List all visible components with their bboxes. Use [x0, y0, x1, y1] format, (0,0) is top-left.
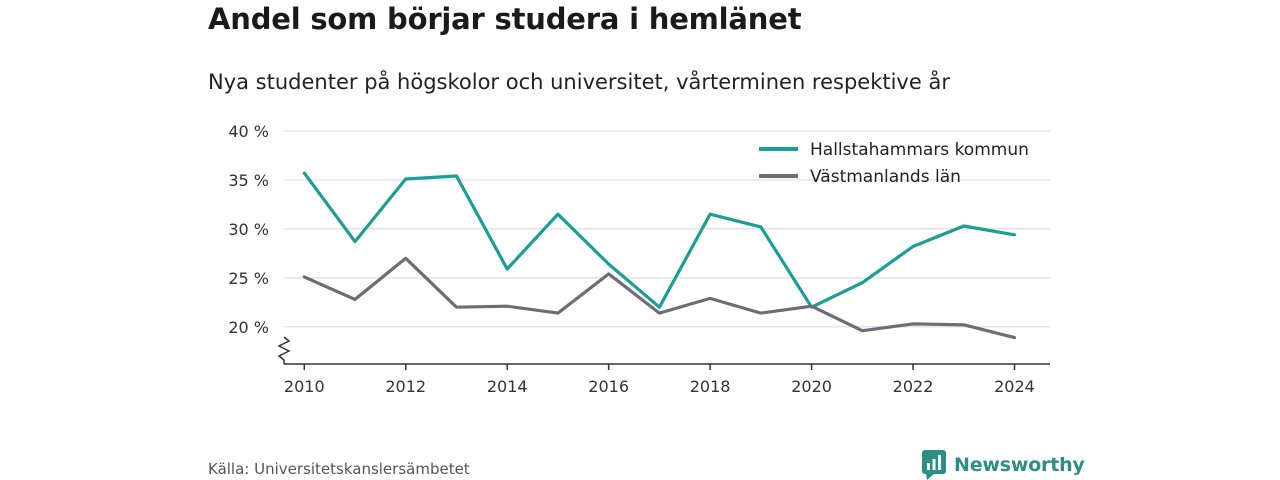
series-line [302, 171, 1017, 309]
legend-label: Hallstahammars kommun [810, 140, 1029, 160]
legend-label: Västmanlands län [810, 167, 961, 187]
x-tick-label: 2016 [588, 377, 629, 396]
y-tick-label: 25 % [228, 269, 269, 288]
x-axis-ticks: 2010 2012 2014 2016 2018 2020 2022 2024 [284, 364, 1035, 396]
axis-break-mark [277, 336, 291, 364]
x-tick-label: 2018 [690, 377, 731, 396]
y-tick-label: 40 % [228, 122, 269, 141]
axes [277, 336, 1050, 365]
x-tick-label: 2014 [487, 377, 528, 396]
y-tick-label: 20 % [228, 318, 269, 337]
x-tick-label: 2012 [385, 377, 426, 396]
brand-logo: Newsworthy [922, 450, 1085, 480]
x-tick-label: 2024 [994, 377, 1035, 396]
grid-lines [284, 130, 1050, 328]
line-chart: 20 %25 %30 %35 %40 % 2010 2012 2014 2016 201… [228, 122, 1050, 396]
y-axis-ticks: 20 % 25 % 30 % 35 % 40 % [228, 122, 269, 337]
x-tick-label: 2022 [893, 377, 934, 396]
source-note: Källa: Universitetskanslersämbetet [208, 460, 470, 478]
chart-title: Andel som börjar studera i hemlänet [208, 2, 802, 36]
chart-subtitle: Nya studenter på högskolor och universit… [208, 70, 950, 94]
series-lines [302, 171, 1017, 340]
newsworthy-logo-icon [922, 450, 946, 480]
brand-name: Newsworthy [954, 454, 1085, 476]
y-tick-label: 30 % [228, 220, 269, 239]
series-line [302, 256, 1017, 340]
y-tick-label: 35 % [228, 171, 269, 190]
legend: Hallstahammars kommun Västmanlands län [759, 140, 1029, 187]
x-tick-label: 2020 [791, 377, 832, 396]
x-tick-label: 2010 [284, 377, 325, 396]
